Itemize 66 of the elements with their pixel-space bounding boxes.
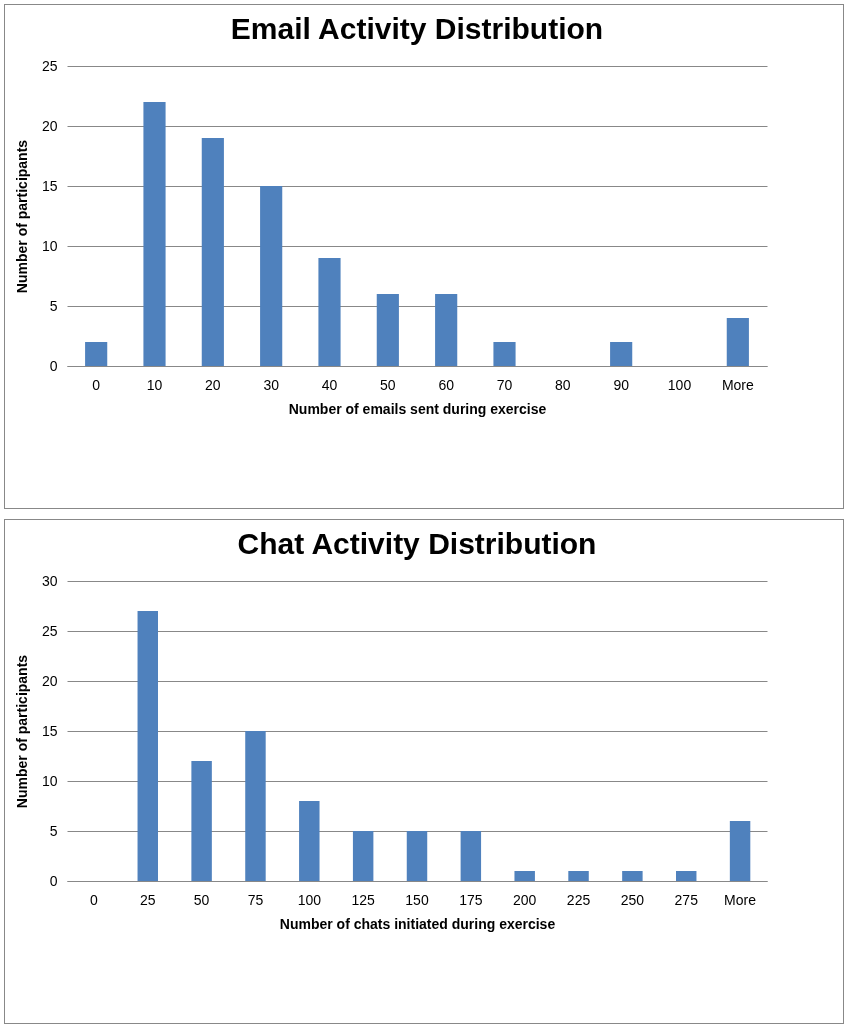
x-axis-title: Number of chats initiated during exercise	[279, 915, 556, 932]
x-tick-label: 250	[620, 891, 645, 908]
bar	[406, 831, 428, 881]
x-tick-label: 90	[613, 376, 630, 393]
x-tick-label: 60	[438, 376, 455, 393]
y-tick-label: 10	[41, 772, 58, 789]
bar	[137, 611, 158, 881]
y-tick-label: 20	[41, 117, 58, 134]
bar	[622, 871, 643, 881]
y-tick-label: 10	[41, 237, 58, 254]
x-tick-label: 125	[351, 891, 376, 908]
bar	[299, 801, 320, 881]
x-tick-label: 20	[205, 376, 221, 393]
x-tick-label: 70	[496, 376, 513, 393]
y-axis-title: Number of participants	[13, 139, 30, 294]
bar	[245, 731, 266, 881]
x-tick-label: More	[721, 376, 754, 393]
bar	[493, 342, 516, 366]
x-tick-label: 10	[146, 376, 163, 393]
y-tick-label: 0	[49, 872, 58, 889]
chart-title: Email Activity Distribution	[230, 12, 604, 45]
bar	[318, 258, 341, 366]
x-tick-label: 175	[459, 891, 483, 908]
bar	[191, 761, 212, 881]
x-tick-label: 80	[555, 376, 571, 393]
y-tick-label: 25	[41, 622, 58, 639]
x-axis-title: Number of emails sent during exercise	[288, 400, 547, 417]
y-tick-label: 5	[49, 822, 58, 839]
x-tick-label: 200	[513, 891, 537, 908]
x-tick-label: 0	[90, 891, 99, 908]
x-tick-label: 25	[139, 891, 156, 908]
bar	[260, 186, 283, 366]
bar	[729, 821, 751, 881]
bar	[610, 342, 633, 366]
x-tick-label: 40	[321, 376, 338, 393]
x-tick-label: 275	[674, 891, 699, 908]
x-tick-label: 30	[263, 376, 280, 393]
x-tick-label: More	[724, 891, 757, 908]
x-tick-label: 100	[667, 376, 692, 393]
x-tick-label: 75	[247, 891, 264, 908]
bar	[514, 871, 535, 881]
x-tick-label: 0	[92, 376, 101, 393]
x-tick-label: 225	[566, 891, 591, 908]
y-tick-label: 5	[49, 297, 58, 314]
bar	[352, 831, 374, 881]
bar	[676, 871, 697, 881]
bar	[201, 138, 224, 366]
bar	[568, 871, 589, 881]
bar	[85, 342, 108, 366]
bar	[726, 318, 749, 366]
bar	[460, 831, 482, 881]
x-tick-label: 50	[380, 376, 396, 393]
y-tick-label: 20	[41, 672, 58, 689]
y-axis-title: Number of participants	[13, 654, 30, 809]
y-tick-label: 30	[41, 572, 58, 589]
bar	[143, 102, 166, 366]
x-tick-label: 100	[297, 891, 322, 908]
y-tick-label: 0	[49, 357, 58, 374]
bar	[435, 294, 458, 366]
y-tick-label: 25	[41, 57, 58, 74]
chart-title: Chat Activity Distribution	[237, 527, 597, 560]
y-tick-label: 15	[41, 722, 58, 739]
bar	[376, 294, 399, 366]
y-tick-label: 15	[41, 177, 58, 194]
x-tick-label: 150	[405, 891, 429, 908]
x-tick-label: 50	[193, 891, 210, 908]
